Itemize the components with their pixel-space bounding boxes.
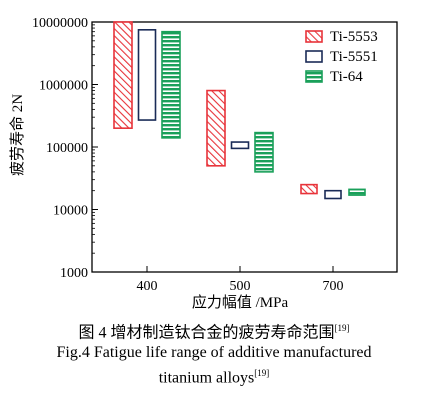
y-tick-label: 1000 (60, 266, 88, 281)
range-bar-ti-5553-400 (113, 21, 133, 129)
legend-label: Ti-5551 (330, 49, 378, 65)
y-tick-label: 10000000 (32, 16, 88, 31)
y-tick-label: 100000 (46, 141, 88, 156)
y-tick-label: 1000000 (39, 79, 88, 94)
range-bar-ti-5551-700 (324, 189, 342, 200)
x-tick-label: 700 (323, 279, 344, 294)
y-tick-label: 10000 (53, 204, 88, 219)
range-bar-ti-5553-500 (206, 89, 226, 167)
legend-swatch-ti-5553 (305, 30, 323, 43)
caption-en-line2-wrap: titanium alloys[19] (0, 363, 428, 388)
legend-swatch-ti-64 (305, 70, 323, 83)
range-bar-ti-64-400 (161, 30, 181, 139)
legend: Ti-5553 Ti-5551 Ti-64 (305, 29, 378, 85)
caption-en-line2: titanium alloys (158, 369, 255, 387)
caption-cn-text: 图 4 增材制造钛合金的疲劳寿命范围 (78, 324, 335, 342)
legend-swatch-ti-5551 (305, 50, 323, 63)
y-axis-title: 疲劳寿命 2N (8, 94, 26, 176)
caption-en-line1: Fig.4 Fatigue life range of additive man… (56, 344, 372, 362)
range-bar-ti-64-700 (348, 188, 366, 196)
range-bar-ti-64-500 (254, 131, 274, 173)
caption-en-ref: [19] (254, 368, 270, 379)
y-axis-title-group: 疲劳寿命 2N (8, 94, 26, 176)
x-tick-label: 400 (137, 279, 158, 294)
figure-caption: 图 4 增材制造钛合金的疲劳寿命范围[19] Fig.4 Fatigue lif… (0, 318, 428, 389)
x-tick-label: 500 (230, 279, 251, 294)
caption-cn: 图 4 增材制造钛合金的疲劳寿命范围[19] (0, 318, 428, 343)
legend-label: Ti-64 (330, 69, 363, 85)
caption-cn-ref: [19] (334, 323, 350, 333)
range-bar-ti-5551-500 (230, 141, 250, 150)
x-axis-title: 应力幅值 /MPa (192, 293, 289, 311)
range-bar-ti-5553-700 (300, 183, 318, 195)
range-bar-ti-5551-400 (137, 29, 157, 121)
plot-area: 1000 10000 100000 1000000 10000000 400 500 700 (32, 16, 398, 294)
legend-label: Ti-5553 (330, 29, 378, 45)
